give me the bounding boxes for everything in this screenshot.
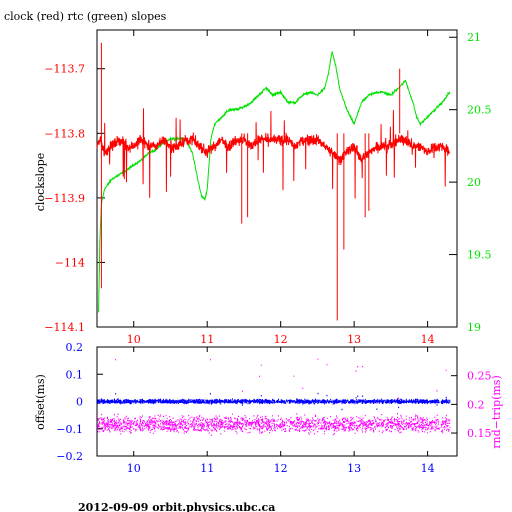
rtc-series-line xyxy=(98,51,451,313)
top-panel-frame xyxy=(96,29,458,328)
top-y-tick-label: −113.7 xyxy=(44,63,85,76)
offset-scatter xyxy=(97,392,451,411)
bottom-y-tick-label: −0.1 xyxy=(56,423,83,436)
top-y-tick-label: −114 xyxy=(55,256,85,269)
top-y2-tick-label: 19.5 xyxy=(467,249,492,262)
top-y-axis-label: clockslope xyxy=(34,153,47,211)
top-x-tick-label: 12 xyxy=(274,333,288,346)
bottom-y-tick-label: 0.1 xyxy=(66,368,84,381)
bottom-x-tick-label: 11 xyxy=(200,462,214,475)
bottom-x-tick-label: 13 xyxy=(347,462,361,475)
bottom-x-tick-label: 12 xyxy=(274,462,288,475)
top-y-tick-label: −114.1 xyxy=(44,321,85,334)
bottom-y-axis-label: offset(ms) xyxy=(34,374,47,430)
bottom-y2-axis-label: rnd−trip(ms) xyxy=(490,375,503,449)
top-y2-tick-label: 21 xyxy=(467,31,481,44)
bottom-y2-tick-label: 0.15 xyxy=(467,427,492,440)
chart-title: clock (red) rtc (green) slopes xyxy=(4,10,167,23)
top-y2-tick-label: 20 xyxy=(467,176,481,189)
bottom-x-tick-label: 10 xyxy=(127,462,141,475)
top-x-tick-label: 14 xyxy=(421,333,435,346)
footer-text: 2012-09-09 orbit.physics.ubc.ca xyxy=(78,501,275,512)
top-y-tick-label: −113.9 xyxy=(44,192,85,205)
bottom-y-tick-label: 0 xyxy=(76,396,83,409)
top-y-tick-label: −113.8 xyxy=(44,127,85,140)
top-x-tick-label: 10 xyxy=(127,333,141,346)
bottom-y2-tick-label: 0.25 xyxy=(467,370,492,383)
bottom-y2-tick-label: 0.2 xyxy=(467,398,485,411)
bottom-y-tick-label: 0.2 xyxy=(66,341,84,354)
top-x-tick-label: 13 xyxy=(347,333,361,346)
clock-series-line xyxy=(96,108,450,199)
bottom-x-tick-label: 14 xyxy=(421,462,435,475)
bottom-y-tick-label: −0.2 xyxy=(56,450,83,463)
rndtrip-scatter xyxy=(97,358,451,436)
top-y2-tick-label: 19 xyxy=(467,321,481,334)
top-x-tick-label: 11 xyxy=(200,333,214,346)
top-y2-tick-label: 20.5 xyxy=(467,104,492,117)
